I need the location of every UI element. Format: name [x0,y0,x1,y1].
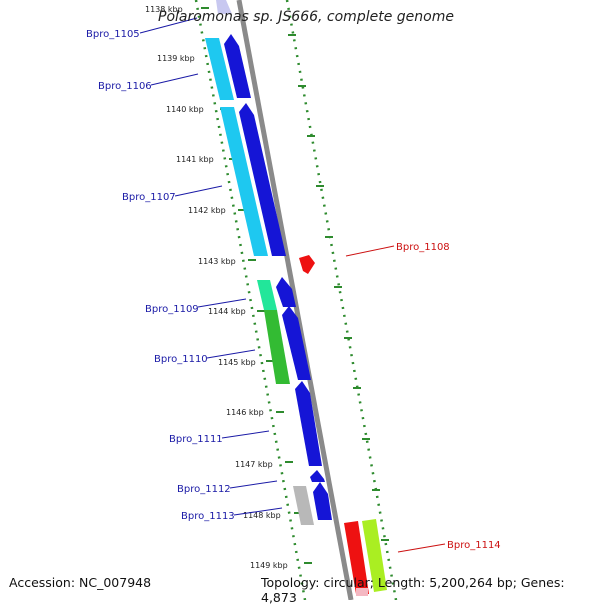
kbp-label: 1147 kbp [235,460,273,469]
kbp-label: 1140 kbp [166,105,204,114]
gene-label-bpro-1106[interactable]: Bpro_1106 [98,81,152,92]
gene-label-bpro-1112[interactable]: Bpro_1112 [177,484,231,495]
gene-label-bpro-1113[interactable]: Bpro_1113 [181,511,235,522]
kbp-label: 1146 kbp [226,408,264,417]
kbp-label: 1138 kbp [145,5,183,14]
kbp-label: 1148 kbp [243,511,281,520]
gene-label-bpro-1108[interactable]: Bpro_1108 [396,242,450,253]
genome-title: Polaromonas sp. JS666, complete genome [158,9,454,25]
gene-feature-red-arrow[interactable] [299,255,315,274]
kbp-label: 1142 kbp [188,206,226,215]
kbp-label: 1141 kbp [176,155,214,164]
gene-feature-blue-arrow[interactable] [239,103,286,256]
right-track-ticks [288,34,389,541]
gene-feature-blue-arrow[interactable] [224,34,251,98]
gene-feature-green[interactable] [264,310,290,384]
gene-label-bpro-1107[interactable]: Bpro_1107 [122,192,176,203]
accession-text: Accession: NC_007948 [9,575,152,590]
kbp-label: 1143 kbp [198,257,236,266]
label-leaders [139,17,446,553]
gene-label-bpro-1109[interactable]: Bpro_1109 [145,304,199,315]
kbp-label: 1139 kbp [157,54,195,63]
kbp-label: 1144 kbp [208,307,246,316]
gene-label-bpro-1110[interactable]: Bpro_1110 [154,354,208,365]
gene-feature-partial[interactable] [216,0,232,14]
gene-feature-gray[interactable] [293,486,314,525]
gene-feature-blue-arrow[interactable] [310,470,325,482]
gene-feature-partial[interactable] [356,588,368,596]
gene-feature-cyan[interactable] [220,107,268,256]
gene-feature-blue-arrow[interactable] [276,277,296,307]
gene-label-bpro-1105[interactable]: Bpro_1105 [86,29,140,40]
kbp-label: 1145 kbp [218,358,256,367]
genome-summary-text: Topology: circular; Length: 5,200,264 bp… [261,575,565,605]
gene-feature-blue-arrow[interactable] [313,482,332,520]
gene-label-bpro-1111[interactable]: Bpro_1111 [169,434,223,445]
genome-backbone [236,0,354,600]
gene-feature-blue-arrow[interactable] [295,381,322,466]
gene-feature-blue-arrow[interactable] [282,306,311,380]
kbp-label: 1149 kbp [250,561,288,570]
inner-track-left [194,0,307,600]
inner-track-right [285,0,398,600]
gene-label-bpro-1114[interactable]: Bpro_1114 [447,540,501,551]
gene-features [205,0,387,596]
gene-feature-red[interactable] [344,521,369,594]
gene-feature-seagreen[interactable] [257,280,277,310]
gene-labels: Bpro_1105 Bpro_1106 Bpro_1107 Bpro_1108 … [86,29,501,551]
gene-feature-lime[interactable] [362,519,387,592]
kbp-labels: 1138 kbp 1139 kbp 1140 kbp 1141 kbp 1142… [145,5,288,570]
gene-feature-cyan[interactable] [205,38,234,100]
